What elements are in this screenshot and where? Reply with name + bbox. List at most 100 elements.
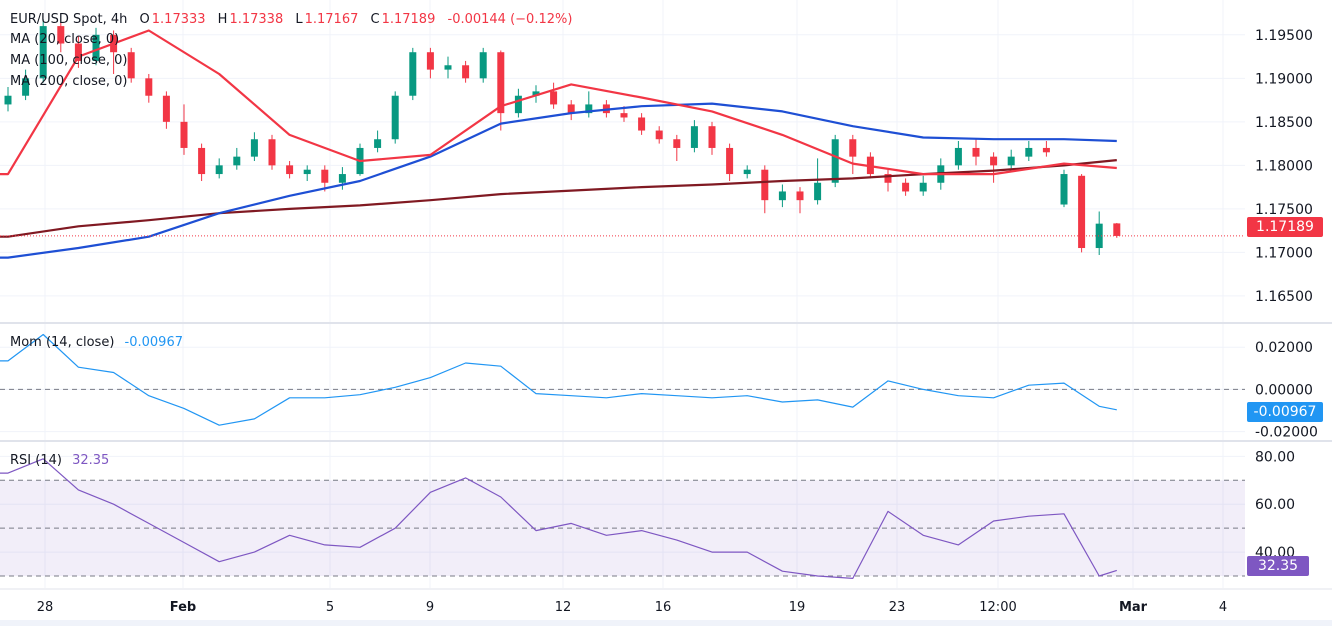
candle-body <box>321 169 329 183</box>
time-tick-label: 9 <box>426 600 434 615</box>
price-tick-label: 1.19500 <box>1255 28 1313 44</box>
rsi-tick-label: 80.00 <box>1255 449 1295 465</box>
candle <box>1025 140 1033 161</box>
candle <box>462 60 470 83</box>
ma100-line <box>0 102 1117 259</box>
candle-body <box>954 147 962 166</box>
candle-body <box>1007 156 1015 166</box>
candle <box>180 104 188 155</box>
candle-body <box>57 26 65 44</box>
mom-last-label: -0.00967 <box>1247 402 1323 422</box>
candle-body <box>233 156 241 166</box>
candle <box>849 134 857 175</box>
candle <box>39 19 47 83</box>
candle-body <box>638 117 646 131</box>
ma20-legend[interactable]: MA (20, close, 0) <box>10 32 120 47</box>
candle <box>1060 169 1068 208</box>
candle <box>514 88 522 118</box>
candle-body <box>831 139 839 183</box>
candle-body <box>514 95 522 114</box>
candle <box>22 69 30 101</box>
candle-body <box>1113 223 1121 236</box>
ma200-legend[interactable]: MA (200, close, 0) <box>10 74 128 89</box>
candle-body <box>726 147 734 175</box>
candle <box>743 165 751 179</box>
rsi-line <box>0 458 1117 580</box>
candle-body <box>708 126 716 148</box>
candle-body <box>74 43 82 61</box>
price-tick-label: 1.17500 <box>1255 202 1313 218</box>
rsi-last-label: 32.35 <box>1247 556 1309 576</box>
mom-value: -0.00967 <box>124 335 183 350</box>
candle-body <box>22 78 30 96</box>
price-tick-label: 1.18500 <box>1255 115 1313 131</box>
candle-body <box>39 26 47 79</box>
candle-body <box>1025 147 1033 157</box>
candle-body <box>426 52 434 70</box>
time-tick-label: 12:00 <box>979 600 1016 615</box>
low-value: 1.17167 <box>304 12 359 27</box>
mom-tick-label: 0.02000 <box>1255 340 1313 356</box>
candle-body <box>303 169 311 175</box>
candle <box>1042 140 1050 157</box>
candle <box>479 47 487 83</box>
candle-body <box>409 52 417 96</box>
change-value: -0.00144 (−0.12%) <box>447 12 573 27</box>
candle-body <box>286 165 294 175</box>
candle-body <box>655 130 663 140</box>
candle-body <box>796 191 804 201</box>
candle <box>321 165 329 192</box>
candle <box>567 100 575 121</box>
candle <box>902 178 910 196</box>
candle-body <box>778 191 786 201</box>
price-tick-label: 1.16500 <box>1255 289 1313 305</box>
candle <box>162 91 170 129</box>
mom-tick-label: -0.02000 <box>1255 425 1318 441</box>
symbol-title: EUR/USD Spot, 4h <box>10 12 128 27</box>
candle <box>655 126 663 144</box>
bottom-bar <box>0 620 1332 626</box>
candle-body <box>338 174 346 183</box>
candle <box>990 152 998 183</box>
candle-body <box>180 121 188 148</box>
candle <box>1113 222 1121 238</box>
candle <box>391 91 399 144</box>
candle-body <box>919 182 927 192</box>
candle <box>127 47 135 83</box>
time-tick-label: Feb <box>170 600 196 615</box>
mom-line <box>0 333 1117 426</box>
candle <box>796 187 804 214</box>
candle <box>638 113 646 135</box>
rsi-legend[interactable]: RSI (14) 32.35 <box>10 451 109 471</box>
candle-body <box>479 52 487 79</box>
candle <box>954 140 962 170</box>
time-tick-label: 23 <box>889 600 906 615</box>
candle-body <box>1042 147 1050 153</box>
candle <box>4 87 12 112</box>
candle <box>673 134 681 161</box>
candle <box>972 139 980 166</box>
low-label: L <box>295 12 303 27</box>
candle <box>426 47 434 79</box>
candle-body <box>391 95 399 140</box>
candle <box>761 165 769 214</box>
close-label: C <box>370 12 380 27</box>
rsi-value: 32.35 <box>72 453 110 468</box>
candle-body <box>162 95 170 122</box>
ma100-legend[interactable]: MA (100, close, 0) <box>10 53 128 68</box>
time-tick-label: 4 <box>1219 600 1227 615</box>
ma20-line <box>0 29 1117 176</box>
candle-body <box>1095 223 1103 249</box>
candle <box>145 73 153 103</box>
candle <box>444 56 452 79</box>
candle-body <box>814 182 822 201</box>
candle-body <box>215 165 223 175</box>
time-tick-label: 5 <box>326 600 334 615</box>
candle <box>778 184 786 208</box>
candle <box>1007 149 1015 170</box>
candle-body <box>1078 175 1086 249</box>
candle <box>268 134 276 170</box>
candle-body <box>620 113 628 118</box>
mom-legend[interactable]: Mom (14, close) -0.00967 <box>10 333 183 353</box>
